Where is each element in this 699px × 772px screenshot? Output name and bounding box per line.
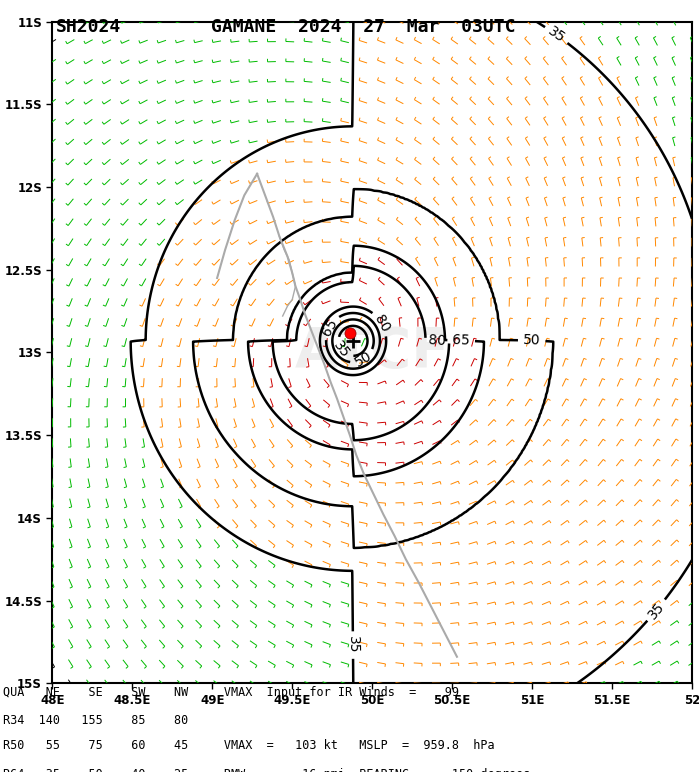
Text: 50: 50 — [523, 334, 540, 348]
Text: R50   55    75    60    45     VMAX  =   103 kt   MSLP  =  959.8  hPa: R50 55 75 60 45 VMAX = 103 kt MSLP = 959… — [3, 739, 495, 752]
Text: 35: 35 — [645, 599, 668, 621]
Text: R34  140   155    85    80: R34 140 155 85 80 — [3, 714, 189, 727]
Text: QUA   NE    SE    SW    NW     VMAX  Input for IR Winds  =    99: QUA NE SE SW NW VMAX Input for IR Winds … — [3, 686, 459, 699]
Text: 35: 35 — [545, 24, 568, 46]
Text: R64   35    50    40    25     RMW   =    16 nmi  BEARING  =   150 degrees: R64 35 50 40 25 RMW = 16 nmi BEARING = 1… — [3, 767, 531, 772]
Text: ATCF: ATCF — [294, 326, 450, 379]
Text: 80: 80 — [371, 312, 392, 334]
Text: 35: 35 — [331, 339, 352, 361]
Text: 80: 80 — [428, 334, 447, 349]
Text: 35: 35 — [346, 636, 360, 654]
Text: SH2024: SH2024 — [56, 18, 121, 36]
Text: 50: 50 — [352, 349, 375, 370]
Text: 65: 65 — [452, 334, 470, 348]
Text: GAMANE  2024  27  Mar  03UTC: GAMANE 2024 27 Mar 03UTC — [211, 18, 516, 36]
Text: 65: 65 — [319, 316, 340, 338]
